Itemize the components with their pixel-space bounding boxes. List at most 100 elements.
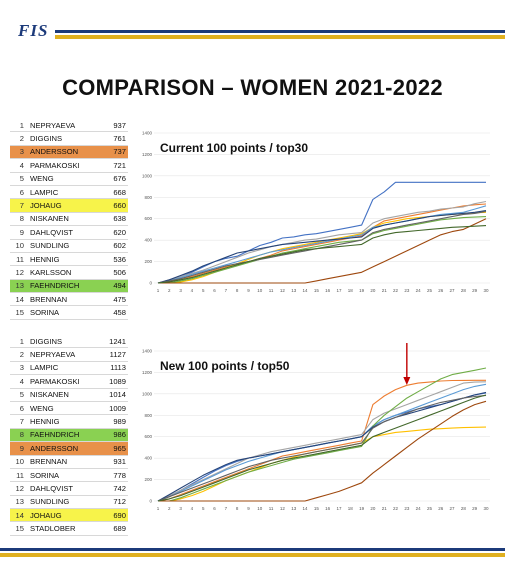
name-cell: NISKANEN (28, 212, 102, 227)
points-cell: 1009 (102, 401, 128, 416)
x-tick-label: 3 (179, 506, 182, 511)
y-tick-label: 1400 (142, 349, 153, 354)
series-line (157, 394, 487, 502)
points-cell: 506 (102, 265, 128, 280)
x-tick-label: 17 (336, 506, 342, 511)
series-line (157, 210, 487, 284)
x-tick-label: 19 (359, 506, 365, 511)
name-cell: SORINA (28, 305, 102, 320)
x-tick-label: 4 (191, 288, 194, 293)
fis-logo-text: FIS (18, 21, 49, 40)
table-row: 3 ANDERSSON 737 (10, 145, 128, 160)
table-row: 4 PARMAKOSKI 721 (10, 158, 128, 173)
chart-current-title: Current 100 points / top30 (160, 141, 309, 155)
points-cell: 690 (102, 508, 128, 523)
series-line (158, 218, 487, 284)
header-stripe-gold (55, 35, 505, 39)
x-tick-label: 8 (236, 506, 239, 511)
x-tick-label: 10 (257, 288, 263, 293)
name-cell: SORINA (28, 468, 102, 483)
table-row: 11 SORINA 778 (10, 468, 128, 483)
rank-cell: 1 (10, 119, 28, 133)
y-tick-label: 1000 (142, 173, 153, 178)
series-line (157, 394, 487, 502)
rank-cell: 8 (10, 428, 28, 443)
y-tick-label: 800 (144, 195, 152, 200)
points-cell: 494 (102, 279, 128, 294)
rank-cell: 7 (10, 198, 28, 213)
header-stripe-navy (55, 30, 505, 33)
points-cell: 660 (102, 198, 128, 213)
rank-cell: 4 (10, 158, 28, 173)
table-row: 12 KARLSSON 506 (10, 265, 128, 280)
x-tick-label: 9 (247, 506, 250, 511)
points-cell: 989 (102, 414, 128, 429)
footer-stripe-gold (0, 553, 505, 557)
name-cell: DIGGINS (28, 335, 102, 349)
y-tick-label: 200 (144, 477, 152, 482)
name-cell: WENG (28, 401, 102, 416)
x-tick-label: 29 (472, 288, 478, 293)
x-tick-label: 15 (314, 288, 320, 293)
name-cell: DAHLQVIST (28, 225, 102, 240)
x-tick-label: 22 (393, 288, 399, 293)
points-cell: 1089 (102, 374, 128, 389)
name-cell: BRENNAN (28, 455, 102, 469)
name-cell: DAHLQVIST (28, 481, 102, 496)
rank-cell: 2 (10, 347, 28, 362)
points-cell: 778 (102, 468, 128, 483)
y-tick-label: 1200 (142, 152, 153, 157)
table-row: 15 SORINA 458 (10, 305, 128, 320)
table-row: 3 LAMPIC 1113 (10, 361, 128, 376)
rank-cell: 13 (10, 279, 28, 294)
x-tick-label: 4 (191, 506, 194, 511)
name-cell: PARMAKOSKI (28, 158, 102, 173)
name-cell: FAEHNDRICH (28, 279, 102, 294)
series-line (157, 200, 487, 284)
series-line (158, 400, 487, 502)
x-tick-label: 30 (483, 288, 489, 293)
x-tick-label: 8 (236, 288, 239, 293)
x-tick-label: 1 (157, 288, 160, 293)
rank-cell: 14 (10, 292, 28, 307)
series-line (157, 381, 487, 502)
x-tick-label: 28 (461, 506, 467, 511)
table-row: 13 SUNDLING 712 (10, 495, 128, 510)
table-row: 8 NISKANEN 638 (10, 212, 128, 227)
x-tick-label: 21 (382, 506, 388, 511)
x-tick-label: 16 (325, 288, 331, 293)
x-tick-label: 15 (314, 506, 320, 511)
ranking-table-new: 1 DIGGINS 1241 2 NEPRYAEVA 1127 3 LAMPIC 1113 4 PA… (10, 335, 128, 536)
x-tick-label: 2 (168, 506, 171, 511)
series-line (158, 216, 487, 284)
x-tick-label: 9 (247, 288, 250, 293)
x-tick-label: 18 (348, 506, 354, 511)
series-line (158, 426, 487, 502)
x-tick-label: 13 (291, 288, 297, 293)
chart-new: 0 200 400 600 800 1000 1200 1400 1 2 3 4 5 6 7 8 9 10 11 12… (140, 337, 495, 518)
points-cell: 931 (102, 455, 128, 469)
table-row: 14 BRENNAN 475 (10, 292, 128, 307)
y-tick-label: 400 (144, 238, 152, 243)
x-tick-label: 7 (225, 288, 228, 293)
rank-cell: 9 (10, 225, 28, 240)
points-cell: 712 (102, 495, 128, 510)
name-cell: ANDERSSON (28, 145, 102, 160)
name-cell: NISKANEN (28, 388, 102, 402)
series-line (157, 391, 487, 502)
series-line (157, 379, 486, 502)
name-cell: HENNIG (28, 252, 102, 267)
x-tick-label: 6 (213, 288, 216, 293)
table-row: 10 SUNDLING 602 (10, 239, 128, 253)
table-row: 14 JOHAUG 690 (10, 508, 128, 523)
points-cell: 1241 (102, 335, 128, 349)
rank-cell: 4 (10, 374, 28, 389)
y-tick-label: 800 (144, 413, 152, 418)
table-row: 9 ANDERSSON 965 (10, 441, 128, 456)
rank-cell: 5 (10, 172, 28, 186)
name-cell: SUNDLING (28, 495, 102, 510)
table-row: 2 NEPRYAEVA 1127 (10, 347, 128, 362)
table-row: 1 DIGGINS 1241 (10, 335, 128, 349)
points-cell: 1014 (102, 388, 128, 402)
